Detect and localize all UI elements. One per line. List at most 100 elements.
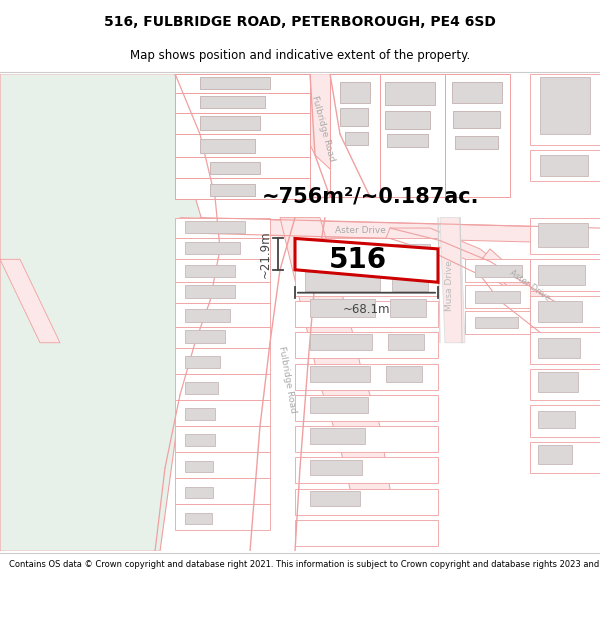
Polygon shape (175, 113, 310, 134)
Polygon shape (465, 286, 530, 308)
Polygon shape (452, 82, 502, 103)
Polygon shape (538, 411, 575, 428)
Polygon shape (175, 452, 270, 478)
Polygon shape (340, 82, 370, 103)
Polygon shape (175, 157, 310, 178)
Polygon shape (385, 228, 520, 291)
Polygon shape (310, 397, 368, 412)
Polygon shape (175, 374, 270, 400)
Polygon shape (0, 74, 220, 551)
Polygon shape (538, 223, 588, 247)
Polygon shape (530, 405, 600, 437)
Polygon shape (185, 356, 220, 367)
Polygon shape (310, 491, 360, 506)
Polygon shape (330, 74, 380, 197)
Polygon shape (392, 272, 428, 291)
Polygon shape (185, 221, 245, 233)
Polygon shape (210, 162, 260, 174)
Polygon shape (475, 291, 520, 303)
Polygon shape (530, 217, 600, 254)
Polygon shape (180, 217, 600, 244)
Polygon shape (175, 259, 270, 282)
Polygon shape (175, 92, 310, 113)
Polygon shape (538, 264, 585, 286)
Polygon shape (175, 74, 310, 92)
Text: ~756m²/~0.187ac.: ~756m²/~0.187ac. (261, 187, 479, 207)
Polygon shape (530, 74, 600, 144)
Polygon shape (210, 184, 255, 196)
Polygon shape (345, 132, 368, 144)
Polygon shape (175, 217, 270, 239)
Polygon shape (310, 334, 372, 350)
Polygon shape (185, 487, 213, 498)
Polygon shape (530, 296, 600, 327)
Text: Aster Drive: Aster Drive (335, 226, 385, 234)
Polygon shape (185, 264, 235, 277)
Polygon shape (200, 139, 255, 153)
Polygon shape (295, 270, 438, 296)
Text: Fulbridge Road: Fulbridge Road (310, 95, 336, 163)
Polygon shape (295, 301, 438, 327)
Polygon shape (385, 111, 430, 129)
Text: Fulbridge Road: Fulbridge Road (277, 345, 298, 413)
Polygon shape (385, 82, 435, 105)
Polygon shape (185, 382, 218, 394)
Polygon shape (175, 178, 310, 199)
Text: ~68.1m: ~68.1m (343, 303, 390, 316)
Polygon shape (310, 299, 375, 317)
Text: Map shows position and indicative extent of the property.: Map shows position and indicative extent… (130, 49, 470, 62)
Polygon shape (530, 332, 600, 364)
Text: Musa Drive: Musa Drive (445, 260, 454, 311)
Text: 516: 516 (329, 246, 387, 274)
Polygon shape (295, 332, 438, 358)
Polygon shape (386, 366, 422, 382)
Polygon shape (185, 434, 215, 446)
Polygon shape (175, 400, 270, 426)
Polygon shape (295, 520, 438, 546)
Polygon shape (465, 259, 530, 282)
Polygon shape (295, 489, 438, 515)
Polygon shape (175, 327, 270, 348)
Polygon shape (480, 249, 560, 324)
Polygon shape (530, 369, 600, 400)
Polygon shape (175, 239, 270, 259)
Polygon shape (390, 299, 426, 317)
Polygon shape (185, 309, 230, 322)
Polygon shape (305, 244, 385, 259)
Polygon shape (295, 364, 438, 389)
Polygon shape (200, 77, 270, 89)
Text: Contains OS data © Crown copyright and database right 2021. This information is : Contains OS data © Crown copyright and d… (9, 560, 600, 569)
Polygon shape (305, 272, 380, 291)
Polygon shape (395, 244, 430, 259)
Polygon shape (538, 301, 582, 322)
Polygon shape (453, 111, 500, 128)
Polygon shape (530, 259, 600, 291)
Polygon shape (295, 239, 438, 282)
Polygon shape (310, 366, 370, 382)
Polygon shape (295, 239, 438, 264)
Text: 516, FULBRIDGE ROAD, PETERBOROUGH, PE4 6SD: 516, FULBRIDGE ROAD, PETERBOROUGH, PE4 6… (104, 15, 496, 29)
Polygon shape (175, 303, 270, 327)
Polygon shape (538, 338, 580, 358)
Polygon shape (455, 136, 498, 149)
Polygon shape (340, 108, 368, 126)
Polygon shape (175, 426, 270, 452)
Polygon shape (280, 217, 390, 509)
Polygon shape (530, 150, 600, 181)
Polygon shape (538, 372, 578, 392)
Polygon shape (440, 217, 465, 342)
Polygon shape (530, 442, 600, 473)
Text: ~21.9m: ~21.9m (259, 230, 272, 278)
Polygon shape (200, 116, 260, 130)
Polygon shape (295, 395, 438, 421)
Polygon shape (175, 504, 270, 531)
Polygon shape (185, 512, 212, 524)
Polygon shape (465, 311, 530, 334)
Polygon shape (475, 264, 522, 277)
Polygon shape (175, 282, 270, 303)
Polygon shape (540, 155, 588, 176)
Polygon shape (295, 458, 438, 484)
Polygon shape (538, 445, 572, 464)
Polygon shape (540, 77, 590, 134)
Polygon shape (295, 426, 438, 452)
